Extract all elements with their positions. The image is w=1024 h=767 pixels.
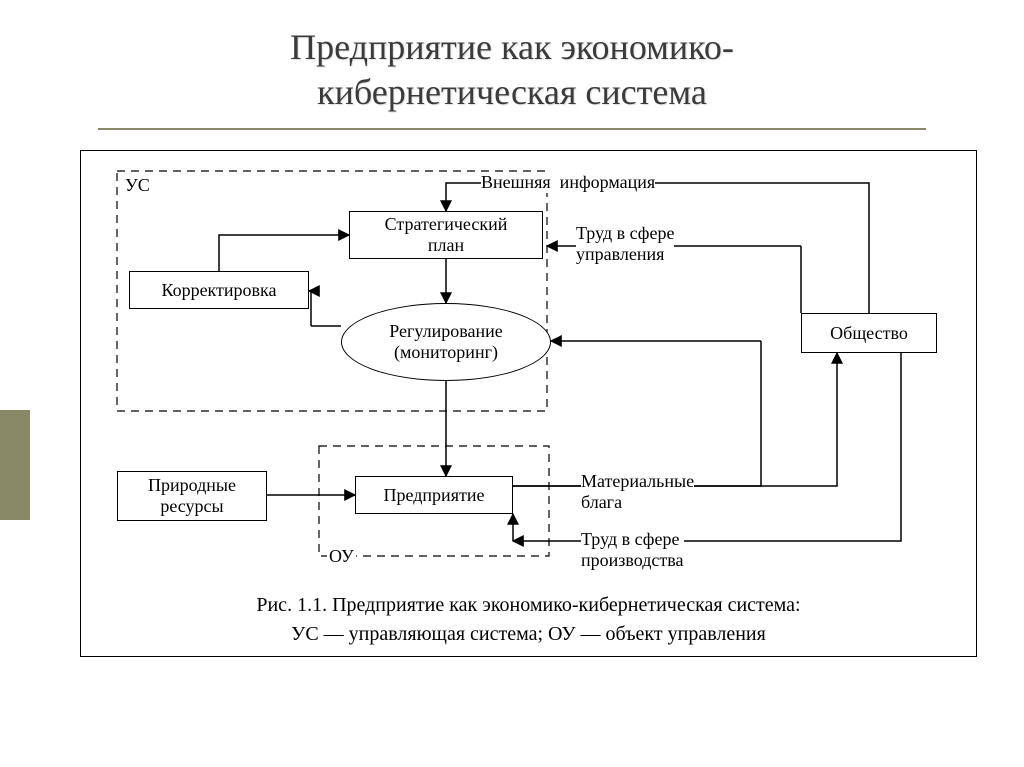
title-underline <box>98 128 926 130</box>
node-strategic-plan: Стратегический план <box>349 211 543 259</box>
node-enterprise: Предприятие <box>355 476 513 514</box>
node-monitoring: Регулирование (мониторинг) <box>341 303 551 381</box>
caption-line1: Рис. 1.1. Предприятие как экономико-кибе… <box>256 594 800 616</box>
slide-title-line2: кибернетическая система <box>317 72 707 112</box>
node-society: Общество <box>801 313 937 353</box>
node-resources: Природные ресурсы <box>117 471 267 521</box>
label-labor-prod: Труд в сфере производства <box>581 529 684 570</box>
node-enterprise-label: Предприятие <box>384 485 485 506</box>
edge-correction-to-strategic <box>219 235 349 271</box>
node-strategic-plan-label: Стратегический план <box>385 214 508 255</box>
slide-title-line1: Предприятие как экономико- <box>290 27 734 67</box>
label-labor-mgmt: Труд в сфере управления <box>576 223 674 264</box>
slide-accent-bar <box>0 410 30 520</box>
label-external-info: Внешняя информация <box>481 172 655 193</box>
edge-enterprise-to-society-goods <box>513 353 837 486</box>
node-resources-label: Природные ресурсы <box>148 475 236 516</box>
caption-line2: УС — управляющая система; ОУ — объект уп… <box>291 623 766 645</box>
node-monitoring-label: Регулирование (мониторинг) <box>389 321 502 362</box>
node-correction-label: Корректировка <box>161 280 276 301</box>
diagram-frame: УС ОУ Стратегический план Корректировка … <box>80 150 977 657</box>
group-us-label: УС <box>123 175 152 196</box>
figure-caption: Рис. 1.1. Предприятие как экономико-кибе… <box>81 591 976 649</box>
node-correction: Корректировка <box>129 271 309 309</box>
node-society-label: Общество <box>830 323 908 344</box>
edge-monitoring-to-correction <box>309 291 311 326</box>
slide-title: Предприятие как экономико- кибернетическ… <box>0 25 1024 115</box>
edge-society-to-enterprise-labor <box>513 353 901 541</box>
label-goods: Материальные блага <box>581 471 694 512</box>
group-ou-label: ОУ <box>327 546 356 567</box>
